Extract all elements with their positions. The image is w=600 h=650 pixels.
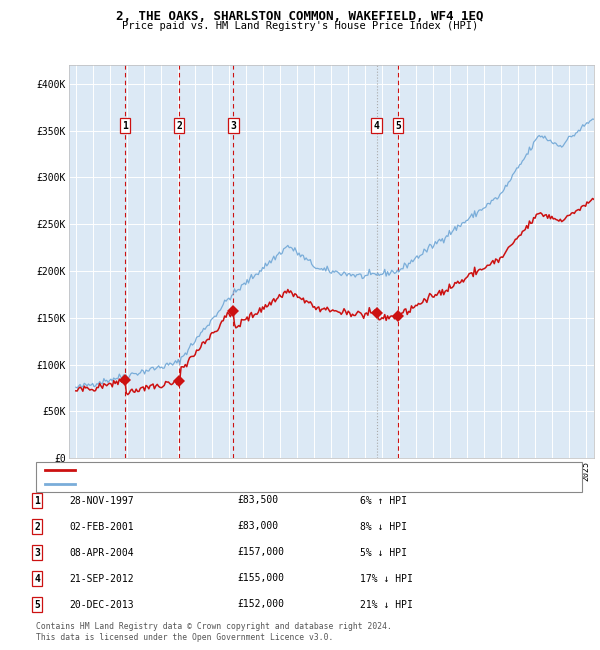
Text: Price paid vs. HM Land Registry's House Price Index (HPI): Price paid vs. HM Land Registry's House … (122, 21, 478, 31)
Text: 8% ↓ HPI: 8% ↓ HPI (360, 521, 407, 532)
Text: 21-SEP-2012: 21-SEP-2012 (69, 573, 134, 584)
Text: Contains HM Land Registry data © Crown copyright and database right 2024.
This d: Contains HM Land Registry data © Crown c… (36, 622, 392, 642)
Text: 28-NOV-1997: 28-NOV-1997 (69, 495, 134, 506)
Text: 4: 4 (374, 121, 380, 131)
Text: 2, THE OAKS, SHARLSTON COMMON, WAKEFIELD, WF4 1EQ: 2, THE OAKS, SHARLSTON COMMON, WAKEFIELD… (116, 10, 484, 23)
Text: 20-DEC-2013: 20-DEC-2013 (69, 599, 134, 610)
Text: 3: 3 (230, 121, 236, 131)
Text: £152,000: £152,000 (237, 599, 284, 610)
Text: 2, THE OAKS, SHARLSTON COMMON, WAKEFIELD, WF4 1EQ (detached house): 2, THE OAKS, SHARLSTON COMMON, WAKEFIELD… (80, 465, 434, 474)
Text: 2: 2 (34, 521, 40, 532)
Text: 5% ↓ HPI: 5% ↓ HPI (360, 547, 407, 558)
Text: 6% ↑ HPI: 6% ↑ HPI (360, 495, 407, 506)
Text: 5: 5 (395, 121, 401, 131)
Text: £83,000: £83,000 (237, 521, 278, 532)
Text: 2: 2 (176, 121, 182, 131)
Text: 5: 5 (34, 599, 40, 610)
Text: 17% ↓ HPI: 17% ↓ HPI (360, 573, 413, 584)
Text: £157,000: £157,000 (237, 547, 284, 558)
Text: 08-APR-2004: 08-APR-2004 (69, 547, 134, 558)
Text: 3: 3 (34, 547, 40, 558)
Text: 1: 1 (34, 495, 40, 506)
Text: HPI: Average price, detached house, Wakefield: HPI: Average price, detached house, Wake… (80, 479, 322, 488)
Text: 02-FEB-2001: 02-FEB-2001 (69, 521, 134, 532)
Text: £155,000: £155,000 (237, 573, 284, 584)
Text: £83,500: £83,500 (237, 495, 278, 506)
Text: 4: 4 (34, 573, 40, 584)
Text: 21% ↓ HPI: 21% ↓ HPI (360, 599, 413, 610)
Text: 1: 1 (122, 121, 128, 131)
